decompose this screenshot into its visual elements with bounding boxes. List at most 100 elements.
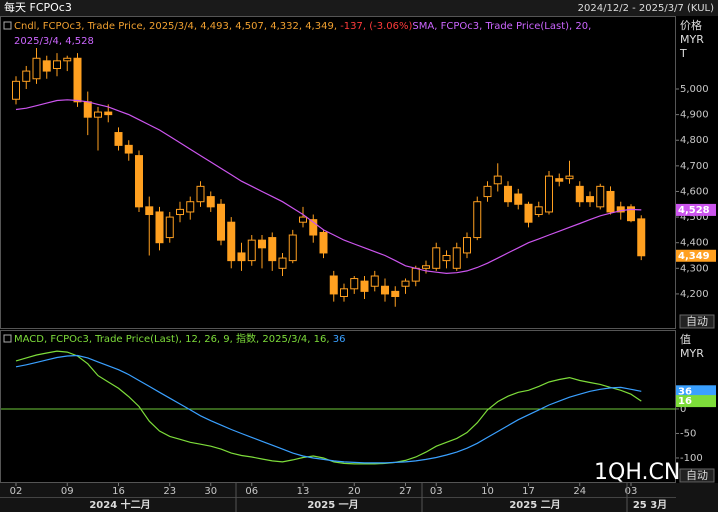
candle-body [176,208,184,216]
x-tick-label: 10 [481,486,494,497]
candle-body [83,101,92,118]
value-tag [676,203,716,216]
y-tick-label: 4,600 [680,186,709,197]
candle-body [555,178,564,182]
legend-segment: SMA, FCPOc3, Trade Price(Last), 20, [412,21,591,32]
candle-body [206,196,215,208]
candle-body [309,219,318,236]
y-tick-label: 4,300 [680,263,709,274]
legend-icon [3,334,12,343]
auto-button[interactable] [679,314,715,329]
y-tick-label: 4,500 [680,212,709,223]
x-tick-label: 16 [112,486,125,497]
candle-body [22,70,31,82]
axis-label: MYR [680,33,704,46]
candle-body [268,237,277,262]
candle-body [565,175,574,180]
candle-body [258,239,266,249]
candle-body [32,57,41,80]
candle-body [278,257,287,269]
candle-body [575,185,584,203]
candle-body [473,201,482,239]
auto-label[interactable]: 自动 [686,469,708,482]
candle-body [411,267,420,282]
auto-button[interactable] [679,468,715,483]
candle-body [114,132,123,146]
candle-body [94,111,102,118]
candle-body [227,221,236,262]
candle-body [627,206,635,222]
month-label: 2024 十二月 [89,498,150,511]
price-panel-border [0,16,676,329]
x-tick-label: 27 [399,486,412,497]
candle-body [329,275,338,295]
legend-segment: -137, (-3.06%) [340,21,412,32]
candle-body [381,285,389,295]
candle-body [534,206,543,216]
y-tick-label: -100 [680,453,703,464]
header-range: 2024/12/2 - 2025/3/7 (KUL) [578,3,714,14]
y-tick-label: 5,000 [680,84,709,95]
y-tick-label: -50 [680,428,696,439]
candle-body [391,290,400,297]
y-tick-label: 4,900 [680,110,709,121]
series-line [15,99,642,275]
x-tick-label: 03 [625,486,638,497]
candle-body [319,231,328,254]
legend-segment: 36 [333,334,346,345]
x-tick-label: 02 [10,486,23,497]
candle-body [196,185,205,203]
candle-body [401,280,410,287]
header-title: 每天 FCPOc3 [4,0,72,14]
candle-body [42,60,51,72]
y-tick-label: 4,200 [680,289,709,300]
candle-body [504,185,512,203]
legend-segment: Cndl, FCPOc3, Trade Price, 2025/3/4, 4,4… [14,21,340,32]
x-tick-label: 13 [297,486,310,497]
candle-body [145,206,154,216]
macd-panel-border [0,330,676,483]
candle-body [524,203,533,223]
value-tag-label: 36 [678,386,692,397]
candle-body [545,175,553,213]
x-tick-label: 03 [430,486,443,497]
candle-body [637,218,646,257]
y-tick-label: 0 [680,404,686,415]
month-label: 25 3月 [633,499,667,511]
candle-body [442,255,451,262]
value-tag [676,395,716,408]
axis-label: 值 [680,333,691,346]
candle-body [370,275,379,287]
candle-body [63,57,72,62]
legend-icon [3,21,12,30]
candle-body [53,60,61,70]
legend-text: Cndl, FCPOc3, Trade Price, 2025/3/4, 4,4… [14,21,591,32]
candle-body [432,247,441,269]
auto-label[interactable]: 自动 [686,315,708,328]
candle-body [452,247,461,269]
candle-body [483,185,492,198]
x-tick-label: 20 [348,486,361,497]
candle-body [217,203,225,241]
x-tick-label: 09 [61,486,74,497]
candle-body [340,288,348,297]
x-tick-label: 17 [522,486,535,497]
y-tick-label: 4,800 [680,135,709,146]
candle-body [237,252,246,262]
x-tick-label: 24 [573,486,586,497]
x-tick-label: 23 [163,486,176,497]
header-bar [0,0,718,16]
axis-label: 价格 [680,18,702,32]
month-label: 2025 二月 [509,499,560,511]
candle-body [104,111,113,116]
candle-body [596,185,605,208]
value-tag [676,249,716,262]
candle-body [350,278,359,290]
x-tick-label: 30 [204,486,217,497]
candle-body [135,155,143,208]
candle-body [186,201,195,213]
candle-body [299,216,307,223]
x-tick-label: 06 [245,486,258,497]
